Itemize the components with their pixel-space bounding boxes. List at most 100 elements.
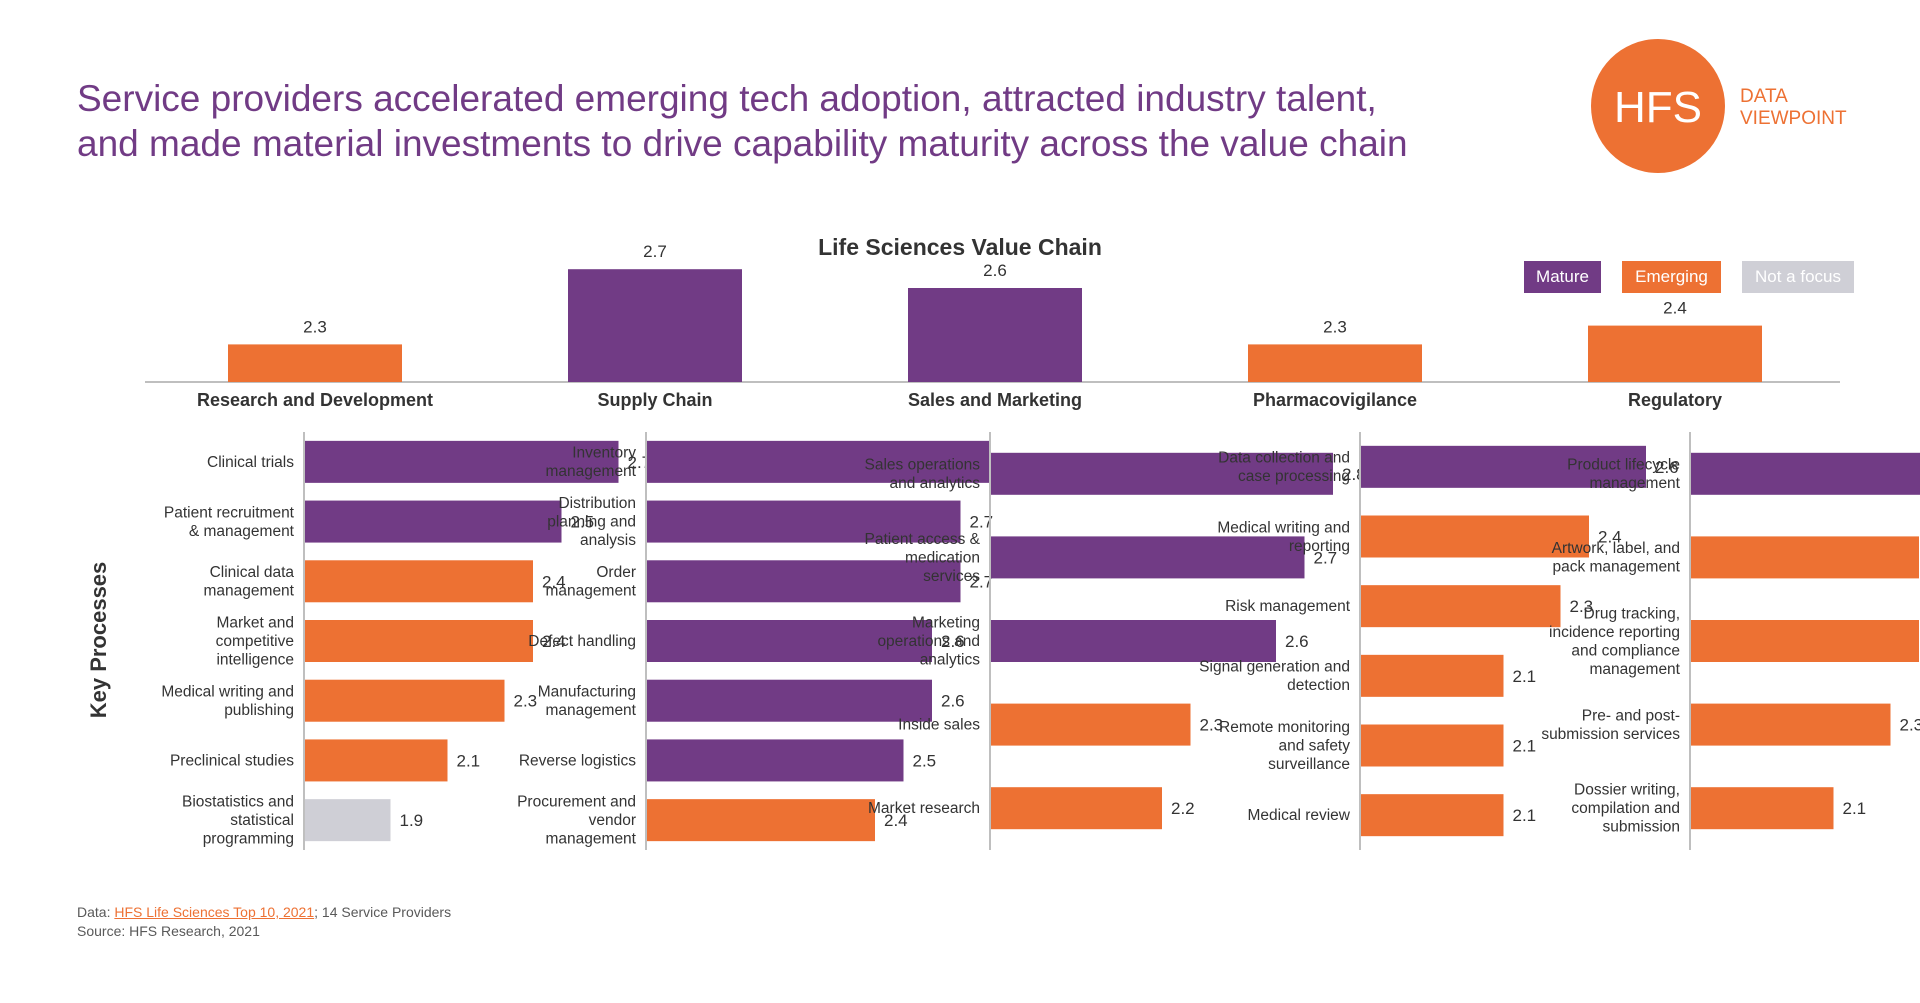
legend-not-a-focus: Not a focus: [1742, 261, 1854, 293]
page-title-line-1: Service providers accelerated emerging t…: [77, 78, 1377, 119]
bar-supply-chain-defect-handling: [647, 620, 932, 662]
top-bar-research-and-development: [228, 344, 402, 382]
bar-research-and-development-preclinical-studies: [305, 739, 448, 782]
bar-label-supply-chain-order-management-line-2: management: [546, 583, 637, 600]
bar-label-pharmacovigilance-medical-review-line-1: Medical review: [1247, 807, 1350, 824]
bar-pharmacovigilance-medical-review: [1361, 794, 1504, 837]
bar-value-pharmacovigilance-risk-management: 2.3: [1570, 597, 1594, 616]
bar-sales-and-marketing-sales-operations-and-analytics: [991, 452, 1333, 495]
bar-label-research-and-development-market-and-competitive-intelligence-line-2: competitive: [216, 633, 294, 650]
bar-label-regulatory-drug-tracking-incidence-reporting-and-compliance-management-line-3: and compliance: [1571, 642, 1680, 659]
bar-label-pharmacovigilance-risk-management-line-1: Risk management: [1225, 598, 1351, 615]
category-label-pharmacovigilance: Pharmacovigilance: [1253, 390, 1417, 410]
bar-pharmacovigilance-medical-writing-and-reporting: [1361, 515, 1589, 558]
bar-regulatory-artwork-label-and-pack-management: [1691, 536, 1919, 579]
bar-label-sales-and-marketing-patient-access-medication-services-line-2: medication: [905, 549, 980, 566]
bar-research-and-development-biostatistics-and-statistical-programming: [305, 799, 391, 842]
bar-label-regulatory-drug-tracking-incidence-reporting-and-compliance-management-line-1: Drug tracking,: [1584, 605, 1680, 622]
bar-label-regulatory-dossier-writing-compilation-and-submission-line-2: compilation and: [1571, 800, 1680, 817]
legend-mature-label: Mature: [1536, 267, 1589, 286]
bar-regulatory-pre-and-post-submission-services: [1691, 703, 1891, 746]
bar-label-supply-chain-manufacturing-management-line-1: Manufacturing: [538, 683, 636, 700]
bar-pharmacovigilance-signal-generation-and-detection: [1361, 654, 1504, 697]
top-bar-value-research-and-development: 2.3: [303, 317, 327, 336]
bar-value-supply-chain-reverse-logistics: 2.5: [913, 751, 937, 770]
bar-value-pharmacovigilance-signal-generation-and-detection: 2.1: [1513, 667, 1537, 686]
bar-label-regulatory-artwork-label-and-pack-management-line-2: pack management: [1552, 559, 1680, 576]
bar-value-research-and-development-clinical-data-management: 2.4: [542, 572, 566, 591]
bar-label-pharmacovigilance-remote-monitoring-and-safety-surveillance-line-3: surveillance: [1268, 756, 1350, 773]
bar-label-sales-and-marketing-sales-operations-and-analytics-line-1: Sales operations: [865, 457, 981, 474]
bar-label-regulatory-dossier-writing-compilation-and-submission-line-3: submission: [1602, 819, 1680, 836]
bar-label-research-and-development-biostatistics-and-statistical-programming-line-3: programming: [203, 831, 294, 848]
bar-label-pharmacovigilance-medical-writing-and-reporting-line-2: reporting: [1289, 538, 1350, 555]
bar-label-regulatory-drug-tracking-incidence-reporting-and-compliance-management-line-2: incidence reporting: [1549, 624, 1680, 641]
bar-label-supply-chain-reverse-logistics-line-1: Reverse logistics: [519, 752, 636, 769]
bar-supply-chain-reverse-logistics: [647, 739, 904, 782]
bar-label-pharmacovigilance-data-collection-and-case-processing-line-1: Data collection and: [1218, 450, 1350, 467]
top-bar-supply-chain: [568, 269, 742, 382]
top-bar-value-supply-chain: 2.7: [643, 242, 667, 261]
top-bar-regulatory: [1588, 325, 1762, 382]
bar-value-supply-chain-defect-handling: 2.6: [941, 632, 965, 651]
bar-value-pharmacovigilance-medical-review: 2.1: [1513, 806, 1537, 825]
bar-label-supply-chain-manufacturing-management-line-2: management: [546, 702, 637, 719]
legend-emerging-label: Emerging: [1635, 267, 1708, 286]
bar-label-pharmacovigilance-signal-generation-and-detection-line-1: Signal generation and: [1199, 659, 1350, 676]
bar-research-and-development-medical-writing-and-publishing: [305, 679, 505, 722]
bar-sales-and-marketing-market-research: [991, 787, 1162, 830]
bar-label-pharmacovigilance-signal-generation-and-detection-line-2: detection: [1287, 677, 1350, 694]
footer-data-note: Data: HFS Life Sciences Top 10, 2021; 14…: [77, 904, 451, 920]
category-label-research-and-development: Research and Development: [197, 390, 433, 410]
footer-data-link[interactable]: HFS Life Sciences Top 10, 2021: [114, 904, 315, 920]
bar-supply-chain-order-management: [647, 560, 961, 603]
bar-supply-chain-manufacturing-management: [647, 679, 932, 722]
bar-value-pharmacovigilance-remote-monitoring-and-safety-surveillance: 2.1: [1513, 737, 1537, 756]
bar-label-research-and-development-clinical-data-management-line-2: management: [204, 583, 295, 600]
top-bar-sales-and-marketing: [908, 288, 1082, 382]
bar-value-regulatory-pre-and-post-submission-services: 2.3: [1900, 716, 1920, 735]
top-bar-value-regulatory: 2.4: [1663, 299, 1687, 318]
bar-value-pharmacovigilance-medical-writing-and-reporting: 2.4: [1598, 528, 1622, 547]
bar-value-pharmacovigilance-data-collection-and-case-processing: 2.6: [1655, 458, 1679, 477]
footer-data-suffix: ; 14 Service Providers: [314, 904, 452, 920]
bar-value-sales-and-marketing-inside-sales: 2.3: [1200, 716, 1224, 735]
y-axis-label: Key Processes: [86, 562, 111, 719]
bar-label-supply-chain-procurement-and-vendor-management-line-2: vendor: [589, 812, 636, 829]
bar-sales-and-marketing-marketing-operations-and-analytics: [991, 620, 1276, 662]
bar-sales-and-marketing-inside-sales: [991, 703, 1191, 746]
footer-source: Source: HFS Research, 2021: [77, 923, 260, 939]
page-title-line-2: and made material investments to drive c…: [77, 123, 1408, 164]
bar-label-supply-chain-distribution-planning-and-analysis-line-3: analysis: [580, 532, 636, 549]
bar-value-supply-chain-procurement-and-vendor-management: 2.4: [884, 811, 908, 830]
bar-regulatory-dossier-writing-compilation-and-submission: [1691, 787, 1834, 830]
bar-label-supply-chain-order-management-line-1: Order: [596, 564, 636, 581]
bar-label-supply-chain-inventory-management-line-2: management: [546, 463, 637, 480]
bar-value-research-and-development-medical-writing-and-publishing: 2.3: [514, 692, 538, 711]
bar-value-regulatory-dossier-writing-compilation-and-submission: 2.1: [1843, 799, 1867, 818]
logo-mark: HFS: [1614, 83, 1702, 132]
category-label-supply-chain: Supply Chain: [597, 390, 712, 410]
bar-label-research-and-development-clinical-trials-line-1: Clinical trials: [207, 454, 294, 471]
bar-sales-and-marketing-patient-access-medication-services: [991, 536, 1305, 579]
bar-value-supply-chain-distribution-planning-and-analysis: 2.7: [970, 513, 994, 532]
bar-label-pharmacovigilance-remote-monitoring-and-safety-surveillance-line-1: Remote monitoring: [1219, 719, 1350, 736]
legend-not-a-focus-label: Not a focus: [1755, 267, 1841, 286]
bar-value-research-and-development-market-and-competitive-intelligence: 2.4: [542, 632, 566, 651]
bar-label-sales-and-marketing-sales-operations-and-analytics-line-2: and analytics: [890, 475, 981, 492]
bar-label-regulatory-drug-tracking-incidence-reporting-and-compliance-management-line-4: management: [1590, 661, 1681, 678]
bar-label-supply-chain-defect-handling-line-1: Defect handling: [528, 633, 636, 650]
bar-label-pharmacovigilance-data-collection-and-case-processing-line-2: case processing: [1238, 468, 1350, 485]
bar-label-supply-chain-inventory-management-line-1: Inventory: [572, 445, 636, 462]
bar-pharmacovigilance-remote-monitoring-and-safety-surveillance: [1361, 724, 1504, 767]
bar-label-research-and-development-medical-writing-and-publishing-line-2: publishing: [224, 702, 294, 719]
logo-text-line-1: DATA: [1740, 86, 1788, 107]
bar-value-sales-and-marketing-patient-access-medication-services: 2.7: [1314, 548, 1338, 567]
bar-label-supply-chain-procurement-and-vendor-management-line-3: management: [546, 831, 637, 848]
bar-supply-chain-procurement-and-vendor-management: [647, 799, 875, 842]
bar-label-research-and-development-market-and-competitive-intelligence-line-3: intelligence: [216, 652, 294, 669]
bar-label-regulatory-product-lifecycle-management-line-1: Product lifecycle: [1567, 457, 1680, 474]
bar-label-sales-and-marketing-marketing-operations-and-analytics-line-3: analytics: [920, 652, 981, 669]
bar-value-research-and-development-biostatistics-and-statistical-programming: 1.9: [400, 811, 424, 830]
